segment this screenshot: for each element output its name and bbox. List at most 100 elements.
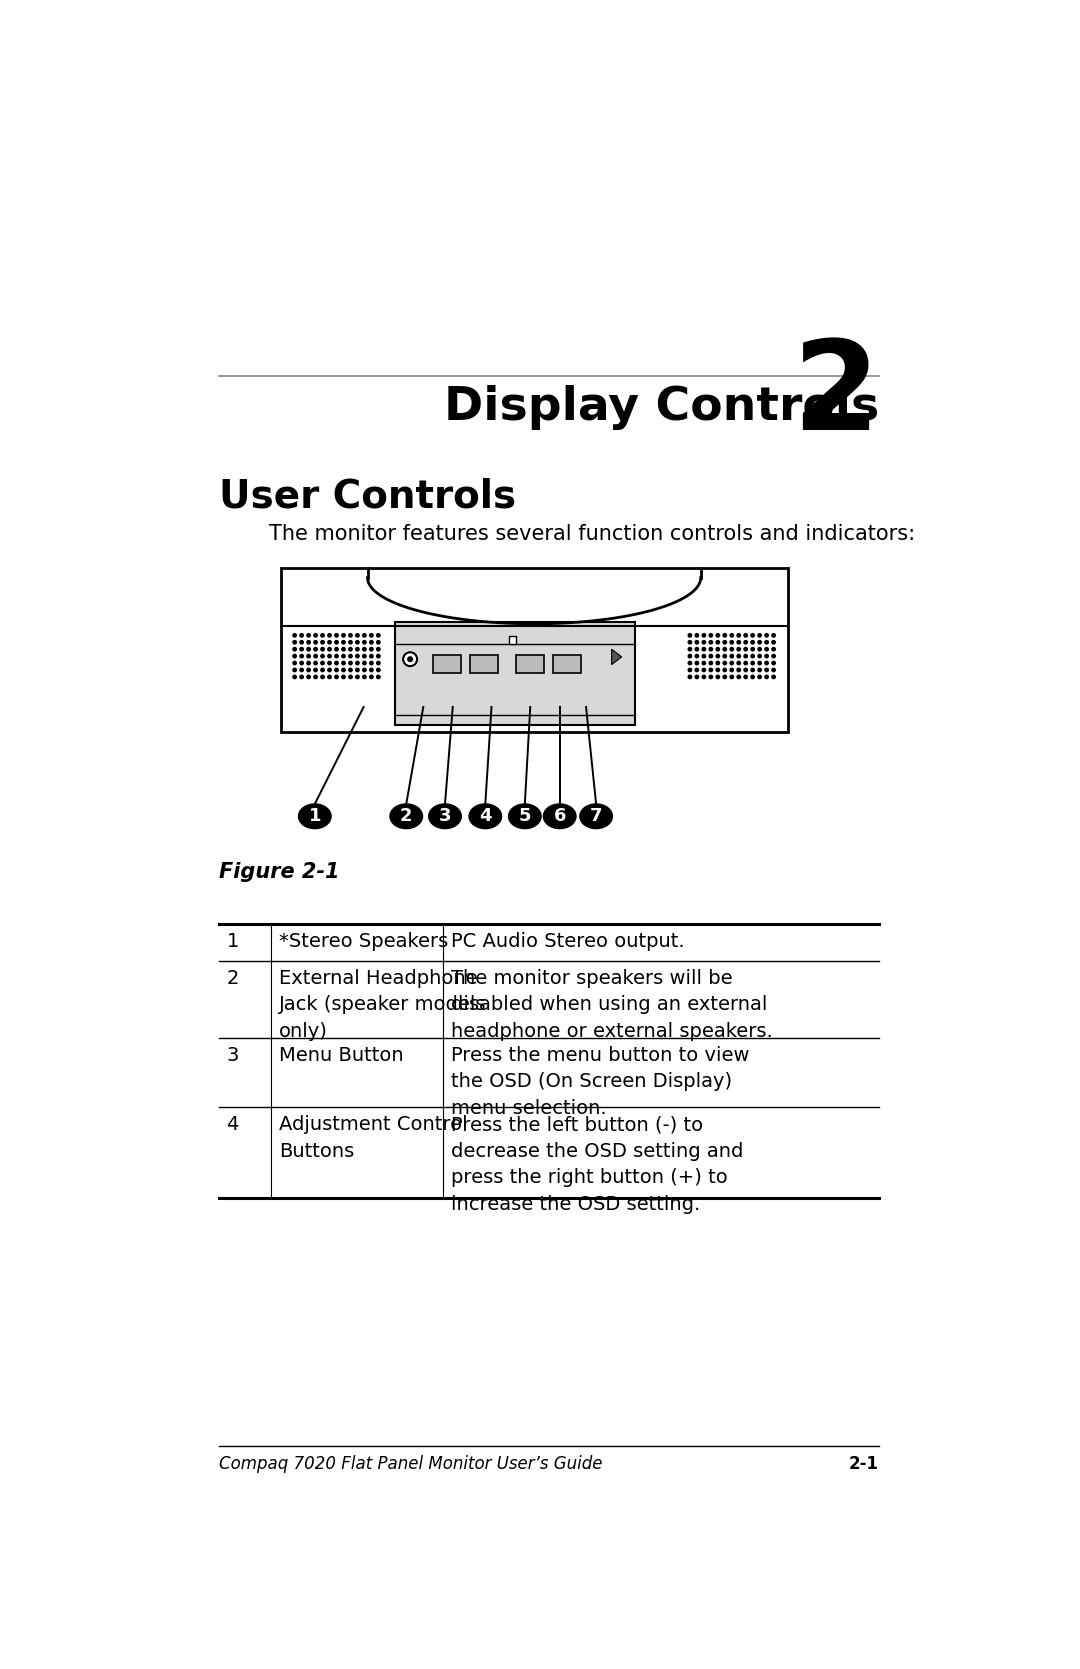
Circle shape <box>369 668 373 671</box>
Circle shape <box>744 634 747 638</box>
Circle shape <box>737 648 741 651</box>
Circle shape <box>744 654 747 658</box>
Circle shape <box>321 668 324 671</box>
Circle shape <box>724 661 727 664</box>
Ellipse shape <box>469 804 501 828</box>
Circle shape <box>730 661 733 664</box>
Text: 4: 4 <box>227 1115 239 1133</box>
Circle shape <box>363 668 366 671</box>
Circle shape <box>772 661 775 664</box>
Circle shape <box>307 668 310 671</box>
Bar <box>433 654 461 673</box>
Ellipse shape <box>509 804 541 828</box>
Text: External Headphone
Jack (speaker models
only): External Headphone Jack (speaker models … <box>279 968 487 1041</box>
Circle shape <box>688 654 691 658</box>
Circle shape <box>363 648 366 651</box>
Circle shape <box>293 634 296 638</box>
Text: User Controls: User Controls <box>218 477 516 516</box>
Circle shape <box>349 634 352 638</box>
Circle shape <box>744 676 747 679</box>
Circle shape <box>758 634 761 638</box>
Circle shape <box>702 654 705 658</box>
Circle shape <box>710 676 713 679</box>
Text: 7: 7 <box>590 808 603 824</box>
Circle shape <box>403 653 417 666</box>
Circle shape <box>349 641 352 644</box>
Circle shape <box>751 676 755 679</box>
Circle shape <box>300 676 303 679</box>
Circle shape <box>335 648 338 651</box>
Text: Compaq 7020 Flat Panel Monitor User’s Guide: Compaq 7020 Flat Panel Monitor User’s Gu… <box>218 1455 603 1474</box>
Text: 1: 1 <box>309 808 321 824</box>
Circle shape <box>716 676 719 679</box>
Circle shape <box>710 648 713 651</box>
Circle shape <box>377 641 380 644</box>
Circle shape <box>328 634 332 638</box>
Circle shape <box>349 668 352 671</box>
Circle shape <box>737 634 741 638</box>
Ellipse shape <box>543 804 576 828</box>
Circle shape <box>710 641 713 644</box>
Circle shape <box>341 676 346 679</box>
Circle shape <box>724 654 727 658</box>
Circle shape <box>314 641 318 644</box>
Circle shape <box>321 676 324 679</box>
Circle shape <box>335 634 338 638</box>
Circle shape <box>765 648 768 651</box>
Circle shape <box>349 676 352 679</box>
Circle shape <box>716 634 719 638</box>
Circle shape <box>377 676 380 679</box>
Circle shape <box>724 648 727 651</box>
Circle shape <box>314 668 318 671</box>
Circle shape <box>730 668 733 671</box>
Circle shape <box>363 654 366 658</box>
Circle shape <box>321 634 324 638</box>
Circle shape <box>408 658 413 661</box>
Circle shape <box>328 641 332 644</box>
Circle shape <box>696 676 699 679</box>
Circle shape <box>293 654 296 658</box>
Circle shape <box>765 641 768 644</box>
Circle shape <box>335 676 338 679</box>
Circle shape <box>710 668 713 671</box>
Circle shape <box>377 634 380 638</box>
Circle shape <box>716 661 719 664</box>
Circle shape <box>716 654 719 658</box>
Circle shape <box>349 654 352 658</box>
Circle shape <box>696 648 699 651</box>
Bar <box>509 636 516 644</box>
Circle shape <box>724 668 727 671</box>
Circle shape <box>355 648 360 651</box>
Circle shape <box>730 676 733 679</box>
Circle shape <box>369 641 373 644</box>
Text: *Stereo Speakers: *Stereo Speakers <box>279 931 448 951</box>
Circle shape <box>716 668 719 671</box>
Text: 3: 3 <box>227 1046 239 1065</box>
Circle shape <box>702 661 705 664</box>
Circle shape <box>321 648 324 651</box>
Circle shape <box>307 676 310 679</box>
Circle shape <box>307 634 310 638</box>
Circle shape <box>341 661 346 664</box>
Circle shape <box>328 668 332 671</box>
Circle shape <box>363 661 366 664</box>
Circle shape <box>730 641 733 644</box>
Circle shape <box>688 661 691 664</box>
Circle shape <box>293 676 296 679</box>
Text: Menu Button: Menu Button <box>279 1046 404 1065</box>
Text: 2: 2 <box>400 808 413 824</box>
Circle shape <box>321 641 324 644</box>
Circle shape <box>758 668 761 671</box>
Text: 4: 4 <box>480 808 491 824</box>
Circle shape <box>688 668 691 671</box>
Circle shape <box>688 676 691 679</box>
Circle shape <box>751 654 755 658</box>
Circle shape <box>772 668 775 671</box>
Circle shape <box>314 676 318 679</box>
Circle shape <box>335 641 338 644</box>
Bar <box>470 654 498 673</box>
Circle shape <box>702 648 705 651</box>
Bar <box>516 654 544 673</box>
Ellipse shape <box>390 804 422 828</box>
Text: The monitor features several function controls and indicators:: The monitor features several function co… <box>269 524 915 544</box>
